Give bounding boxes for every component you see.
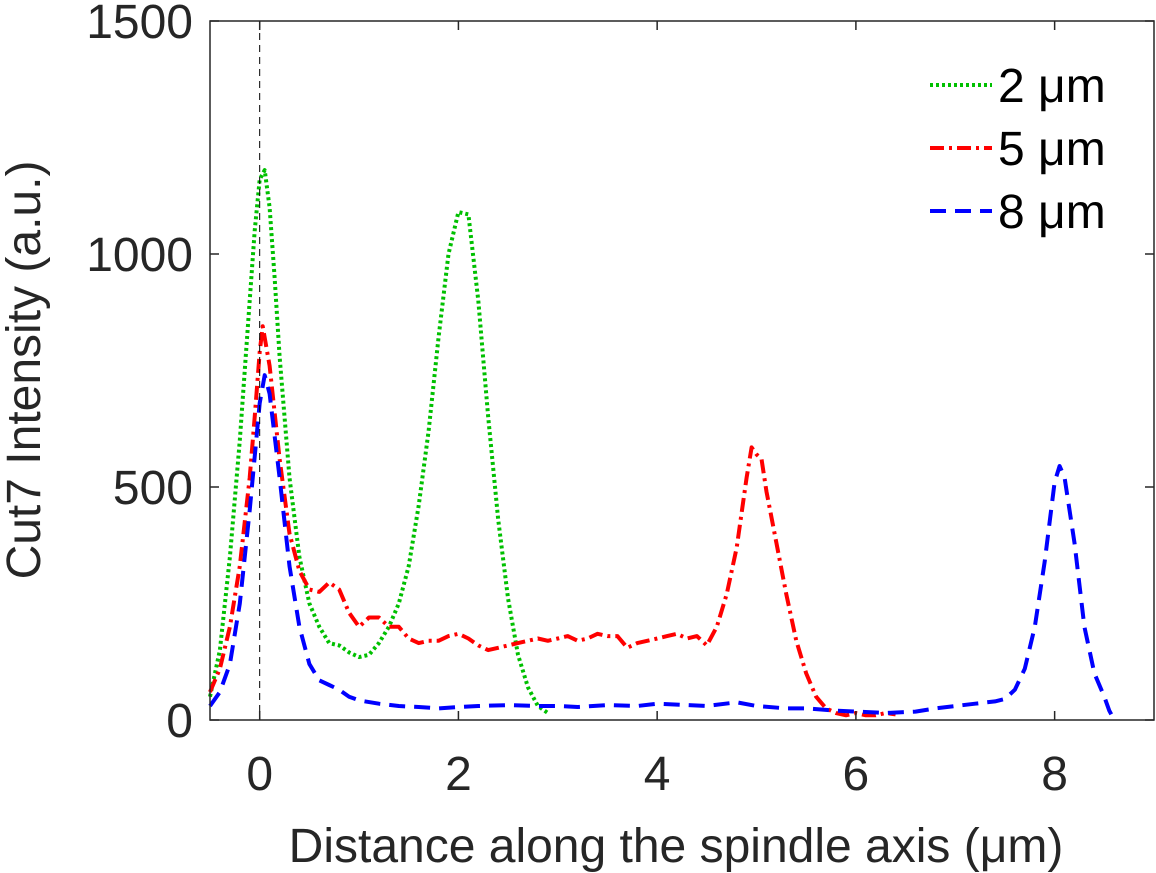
y-tick-label: 500 (113, 462, 193, 515)
legend-label-3: 8 μm (998, 186, 1106, 239)
legend: 2 μm 5 μm 8 μm (930, 60, 1106, 239)
legend-label-1: 2 μm (998, 60, 1106, 113)
tick-layer: 0 2 4 6 8 0 500 1000 1500 (86, 0, 1154, 801)
series-line-2 (208, 324, 896, 718)
x-axis-title: Distance along the spindle axis (μm) (289, 820, 1064, 873)
plot-background (210, 21, 1154, 720)
plot-frame (209, 20, 1155, 721)
y-tick-label: 1000 (86, 229, 193, 282)
series-line-1 (208, 168, 550, 715)
x-tick-label: 6 (843, 748, 870, 801)
x-tick-label: 4 (644, 748, 671, 801)
series-layer (208, 168, 1117, 721)
legend-label-2: 5 μm (998, 123, 1106, 176)
y-tick-label: 0 (166, 695, 193, 748)
x-tick-label: 8 (1041, 748, 1068, 801)
x-tick-label: 2 (445, 748, 472, 801)
series-line-3 (208, 373, 1117, 721)
x-tick-label: 0 (246, 748, 273, 801)
y-tick-label: 1500 (86, 0, 193, 49)
y-axis-title: Cut7 Intensity (a.u.) (0, 161, 51, 580)
